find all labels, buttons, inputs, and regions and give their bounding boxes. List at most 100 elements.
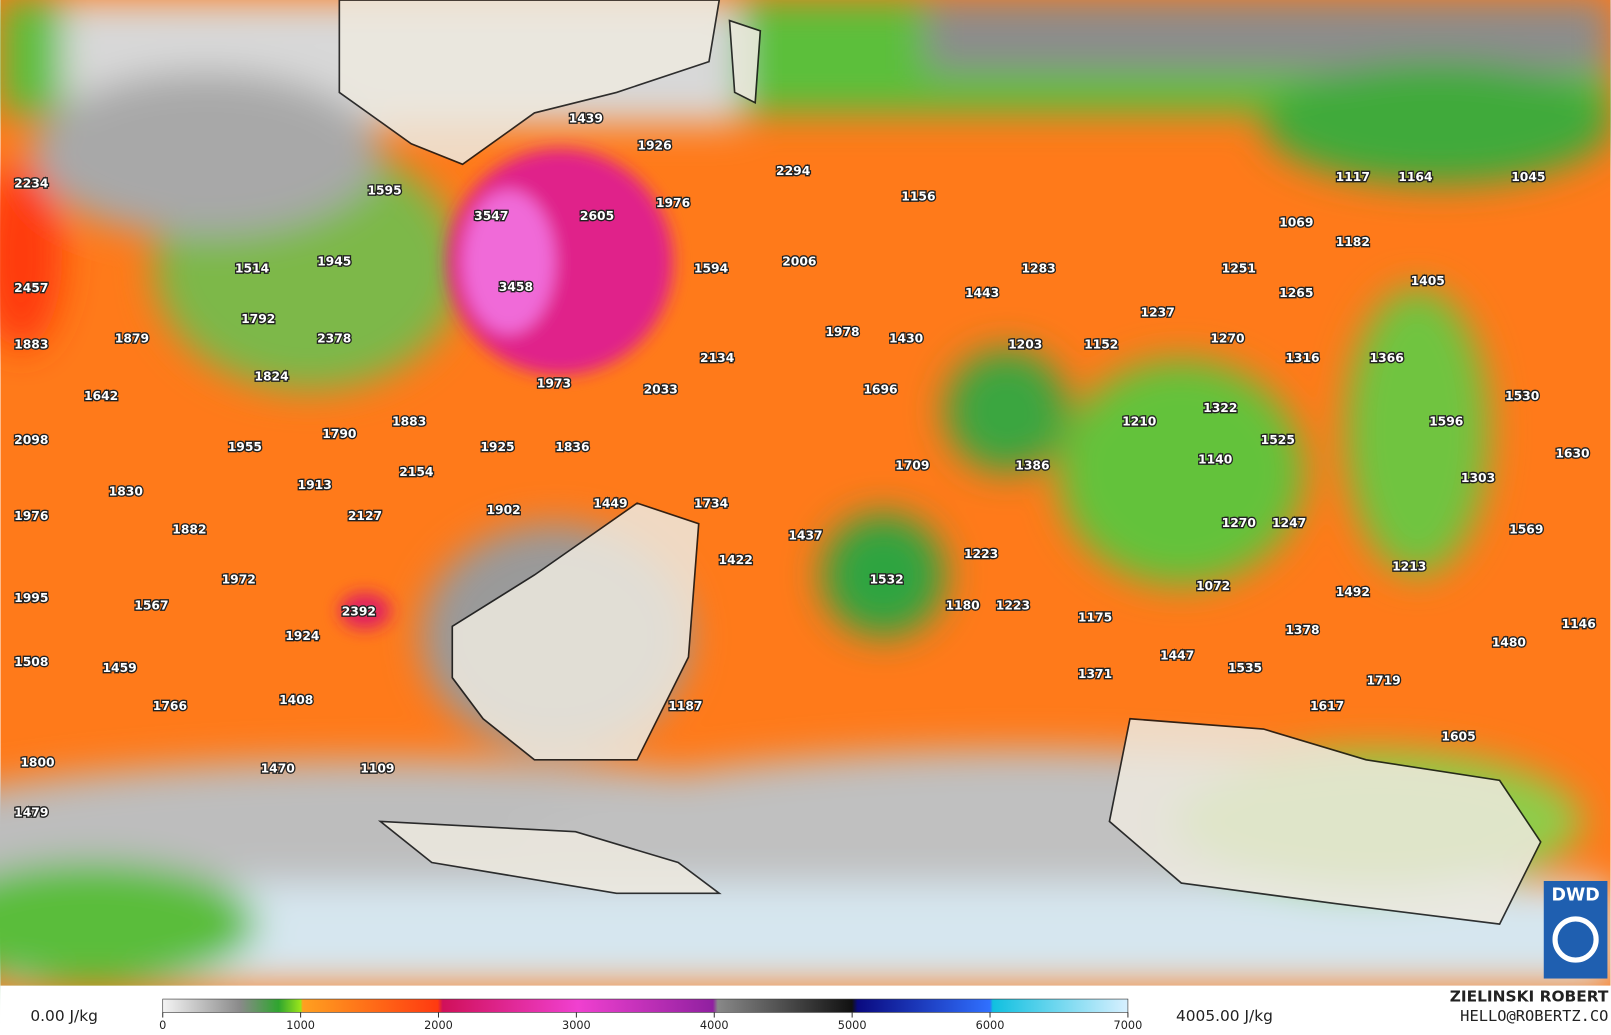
colorbar-tick-label: 4000 xyxy=(700,1019,729,1032)
cape-label: 1734 xyxy=(694,497,728,511)
cape-label: 1976 xyxy=(14,509,48,523)
cape-label: 1045 xyxy=(1511,170,1545,184)
cape-label: 1378 xyxy=(1285,623,1319,637)
cape-label: 2134 xyxy=(700,351,734,365)
cape-label: 1405 xyxy=(1411,274,1445,288)
cape-label: 1792 xyxy=(241,312,275,326)
cape-label: 2033 xyxy=(644,383,678,397)
contact: HELLO@ROBERTZ.CO xyxy=(1460,1007,1608,1025)
colorbar-tick-label: 1000 xyxy=(286,1019,315,1032)
cape-label: 1945 xyxy=(317,254,351,268)
cape-label: 1525 xyxy=(1261,433,1295,447)
cape-label: 1913 xyxy=(298,478,332,492)
cape-label: 1924 xyxy=(285,629,319,643)
cape-label: 1596 xyxy=(1429,415,1463,429)
cape-label: 1480 xyxy=(1492,635,1526,649)
cape-label: 1459 xyxy=(102,661,136,675)
cape-label: 1422 xyxy=(719,553,753,567)
cape-label: 1430 xyxy=(889,331,923,345)
cape-label: 1437 xyxy=(788,528,822,542)
cape-label: 1270 xyxy=(1222,516,1256,530)
cape-label: 1595 xyxy=(367,183,401,197)
cape-label: 1514 xyxy=(235,262,269,276)
cape-label: 1443 xyxy=(965,286,999,300)
map-labels: 1439 1926 2294 1156 1117 1164 1045 2234 1595 3547… xyxy=(13,110,1597,821)
colorbar-tick-label: 0 xyxy=(159,1019,166,1032)
cape-label: 1386 xyxy=(1015,459,1049,473)
cape-label: 2234 xyxy=(14,176,48,190)
cape-label: 1709 xyxy=(895,459,929,473)
colorbar-tick-label: 7000 xyxy=(1114,1019,1143,1032)
dwd-logo-swirl xyxy=(1552,916,1599,963)
cape-label: 1223 xyxy=(996,598,1030,612)
cape-label: 1790 xyxy=(322,427,356,441)
cape-label: 1140 xyxy=(1198,453,1232,467)
cape-label: 1237 xyxy=(1141,306,1175,320)
cape-label: 1322 xyxy=(1203,401,1237,415)
cape-label: 1492 xyxy=(1336,585,1370,599)
cape-label: 1976 xyxy=(656,196,690,210)
cape-label: 1247 xyxy=(1272,516,1306,530)
cape-label: 1187 xyxy=(668,699,702,713)
cape-label: 1210 xyxy=(1122,415,1156,429)
cape-label: 2378 xyxy=(317,331,351,345)
cape-label: 1800 xyxy=(20,755,54,769)
cape-label: 3547 xyxy=(474,209,508,223)
cape-label: 1371 xyxy=(1078,667,1112,681)
cape-label: 2006 xyxy=(782,254,816,268)
cape-label: 1836 xyxy=(555,440,589,454)
colorbar-max: 4005.00 J/kg xyxy=(1176,1007,1273,1025)
cape-label: 2392 xyxy=(342,604,376,618)
cape-label: 1508 xyxy=(14,655,48,669)
cape-label: 1535 xyxy=(1228,661,1262,675)
cape-label: 2127 xyxy=(348,509,382,523)
cape-label: 2098 xyxy=(14,433,48,447)
colorbar-tick-label: 3000 xyxy=(562,1019,591,1032)
cape-label: 1316 xyxy=(1285,351,1319,365)
cape-label: 1109 xyxy=(360,762,394,776)
map-background xyxy=(0,0,1611,986)
cape-label: 1366 xyxy=(1370,351,1404,365)
cape-label: 1439 xyxy=(569,112,603,126)
cape-label: 3458 xyxy=(499,280,533,294)
cape-label: 1973 xyxy=(537,377,571,391)
dwd-logo-text: DWD xyxy=(1551,885,1599,905)
cape-label: 1270 xyxy=(1210,331,1244,345)
cape-label: 1283 xyxy=(1021,262,1055,276)
cape-label: 1883 xyxy=(392,415,426,429)
cape-label: 1824 xyxy=(254,369,288,383)
cape-label: 1182 xyxy=(1336,235,1370,249)
cape-label: 1830 xyxy=(109,484,143,498)
colorbar-tick-label: 2000 xyxy=(424,1019,453,1032)
cape-label: 1719 xyxy=(1366,673,1400,687)
colorbar-min: 0.00 J/kg xyxy=(30,1007,98,1025)
cape-label: 1696 xyxy=(863,383,897,397)
cape-label: 1902 xyxy=(486,503,520,517)
author: ZIELINSKI ROBERT xyxy=(1450,988,1609,1006)
cape-label: 1569 xyxy=(1509,522,1543,536)
cape-label: 1175 xyxy=(1078,611,1112,625)
colorbar-tick-label: 5000 xyxy=(838,1019,867,1032)
cape-label: 1265 xyxy=(1279,286,1313,300)
cape-label: 1926 xyxy=(637,138,671,152)
cape-label: 1117 xyxy=(1336,170,1370,184)
colorbar xyxy=(162,998,1129,1013)
cape-label: 1479 xyxy=(14,806,48,820)
cape-label: 1972 xyxy=(222,573,256,587)
cape-label: 1882 xyxy=(172,522,206,536)
cape-label: 2294 xyxy=(776,164,810,178)
cape-label: 1532 xyxy=(869,573,903,587)
cape-label: 1630 xyxy=(1555,446,1589,460)
cape-label: 1213 xyxy=(1392,559,1426,573)
cape-label: 1530 xyxy=(1505,389,1539,403)
cape-label: 1164 xyxy=(1398,170,1432,184)
colorbar-tick-label: 6000 xyxy=(976,1019,1005,1032)
cape-label: 1879 xyxy=(115,331,149,345)
cape-label: 1072 xyxy=(1196,579,1230,593)
cape-label: 1925 xyxy=(480,440,514,454)
cape-label: 1223 xyxy=(964,547,998,561)
cape-label: 1069 xyxy=(1279,215,1313,229)
cape-label: 1447 xyxy=(1160,649,1194,663)
cape-label: 1883 xyxy=(14,338,48,352)
cape-label: 1152 xyxy=(1084,338,1118,352)
